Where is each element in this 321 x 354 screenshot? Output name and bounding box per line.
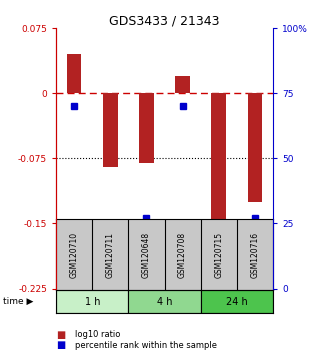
Text: GSM120715: GSM120715: [214, 232, 223, 278]
Title: GDS3433 / 21343: GDS3433 / 21343: [109, 14, 220, 27]
Text: 1 h: 1 h: [84, 297, 100, 307]
Text: 4 h: 4 h: [157, 297, 172, 307]
Bar: [175, 76, 190, 93]
Text: ■: ■: [56, 340, 65, 350]
Text: GSM120711: GSM120711: [106, 232, 115, 278]
Bar: [212, 93, 226, 258]
Bar: [128, 290, 201, 313]
Text: ■: ■: [56, 330, 65, 339]
Text: GSM120710: GSM120710: [70, 232, 79, 278]
Bar: [56, 290, 128, 313]
Text: percentile rank within the sample: percentile rank within the sample: [75, 341, 217, 350]
Text: GSM120716: GSM120716: [250, 232, 259, 278]
Bar: [247, 93, 262, 202]
Bar: [201, 290, 273, 313]
Text: 24 h: 24 h: [226, 297, 247, 307]
Text: GSM120648: GSM120648: [142, 232, 151, 278]
Bar: [139, 93, 154, 163]
Text: log10 ratio: log10 ratio: [75, 330, 121, 339]
Text: time ▶: time ▶: [3, 297, 34, 306]
Bar: [103, 93, 117, 167]
Bar: [67, 54, 82, 93]
Text: GSM120708: GSM120708: [178, 232, 187, 278]
